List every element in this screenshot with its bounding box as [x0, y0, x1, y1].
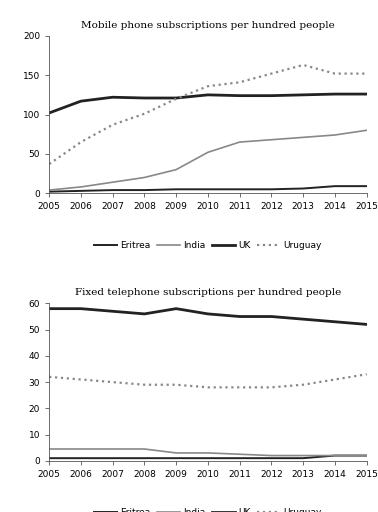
Legend: Eritrea, India, UK, Uruguay: Eritrea, India, UK, Uruguay [91, 505, 325, 512]
Legend: Eritrea, India, UK, Uruguay: Eritrea, India, UK, Uruguay [91, 237, 325, 253]
Title: Mobile phone subscriptions per hundred people: Mobile phone subscriptions per hundred p… [81, 20, 335, 30]
Title: Fixed telephone subscriptions per hundred people: Fixed telephone subscriptions per hundre… [75, 288, 341, 297]
